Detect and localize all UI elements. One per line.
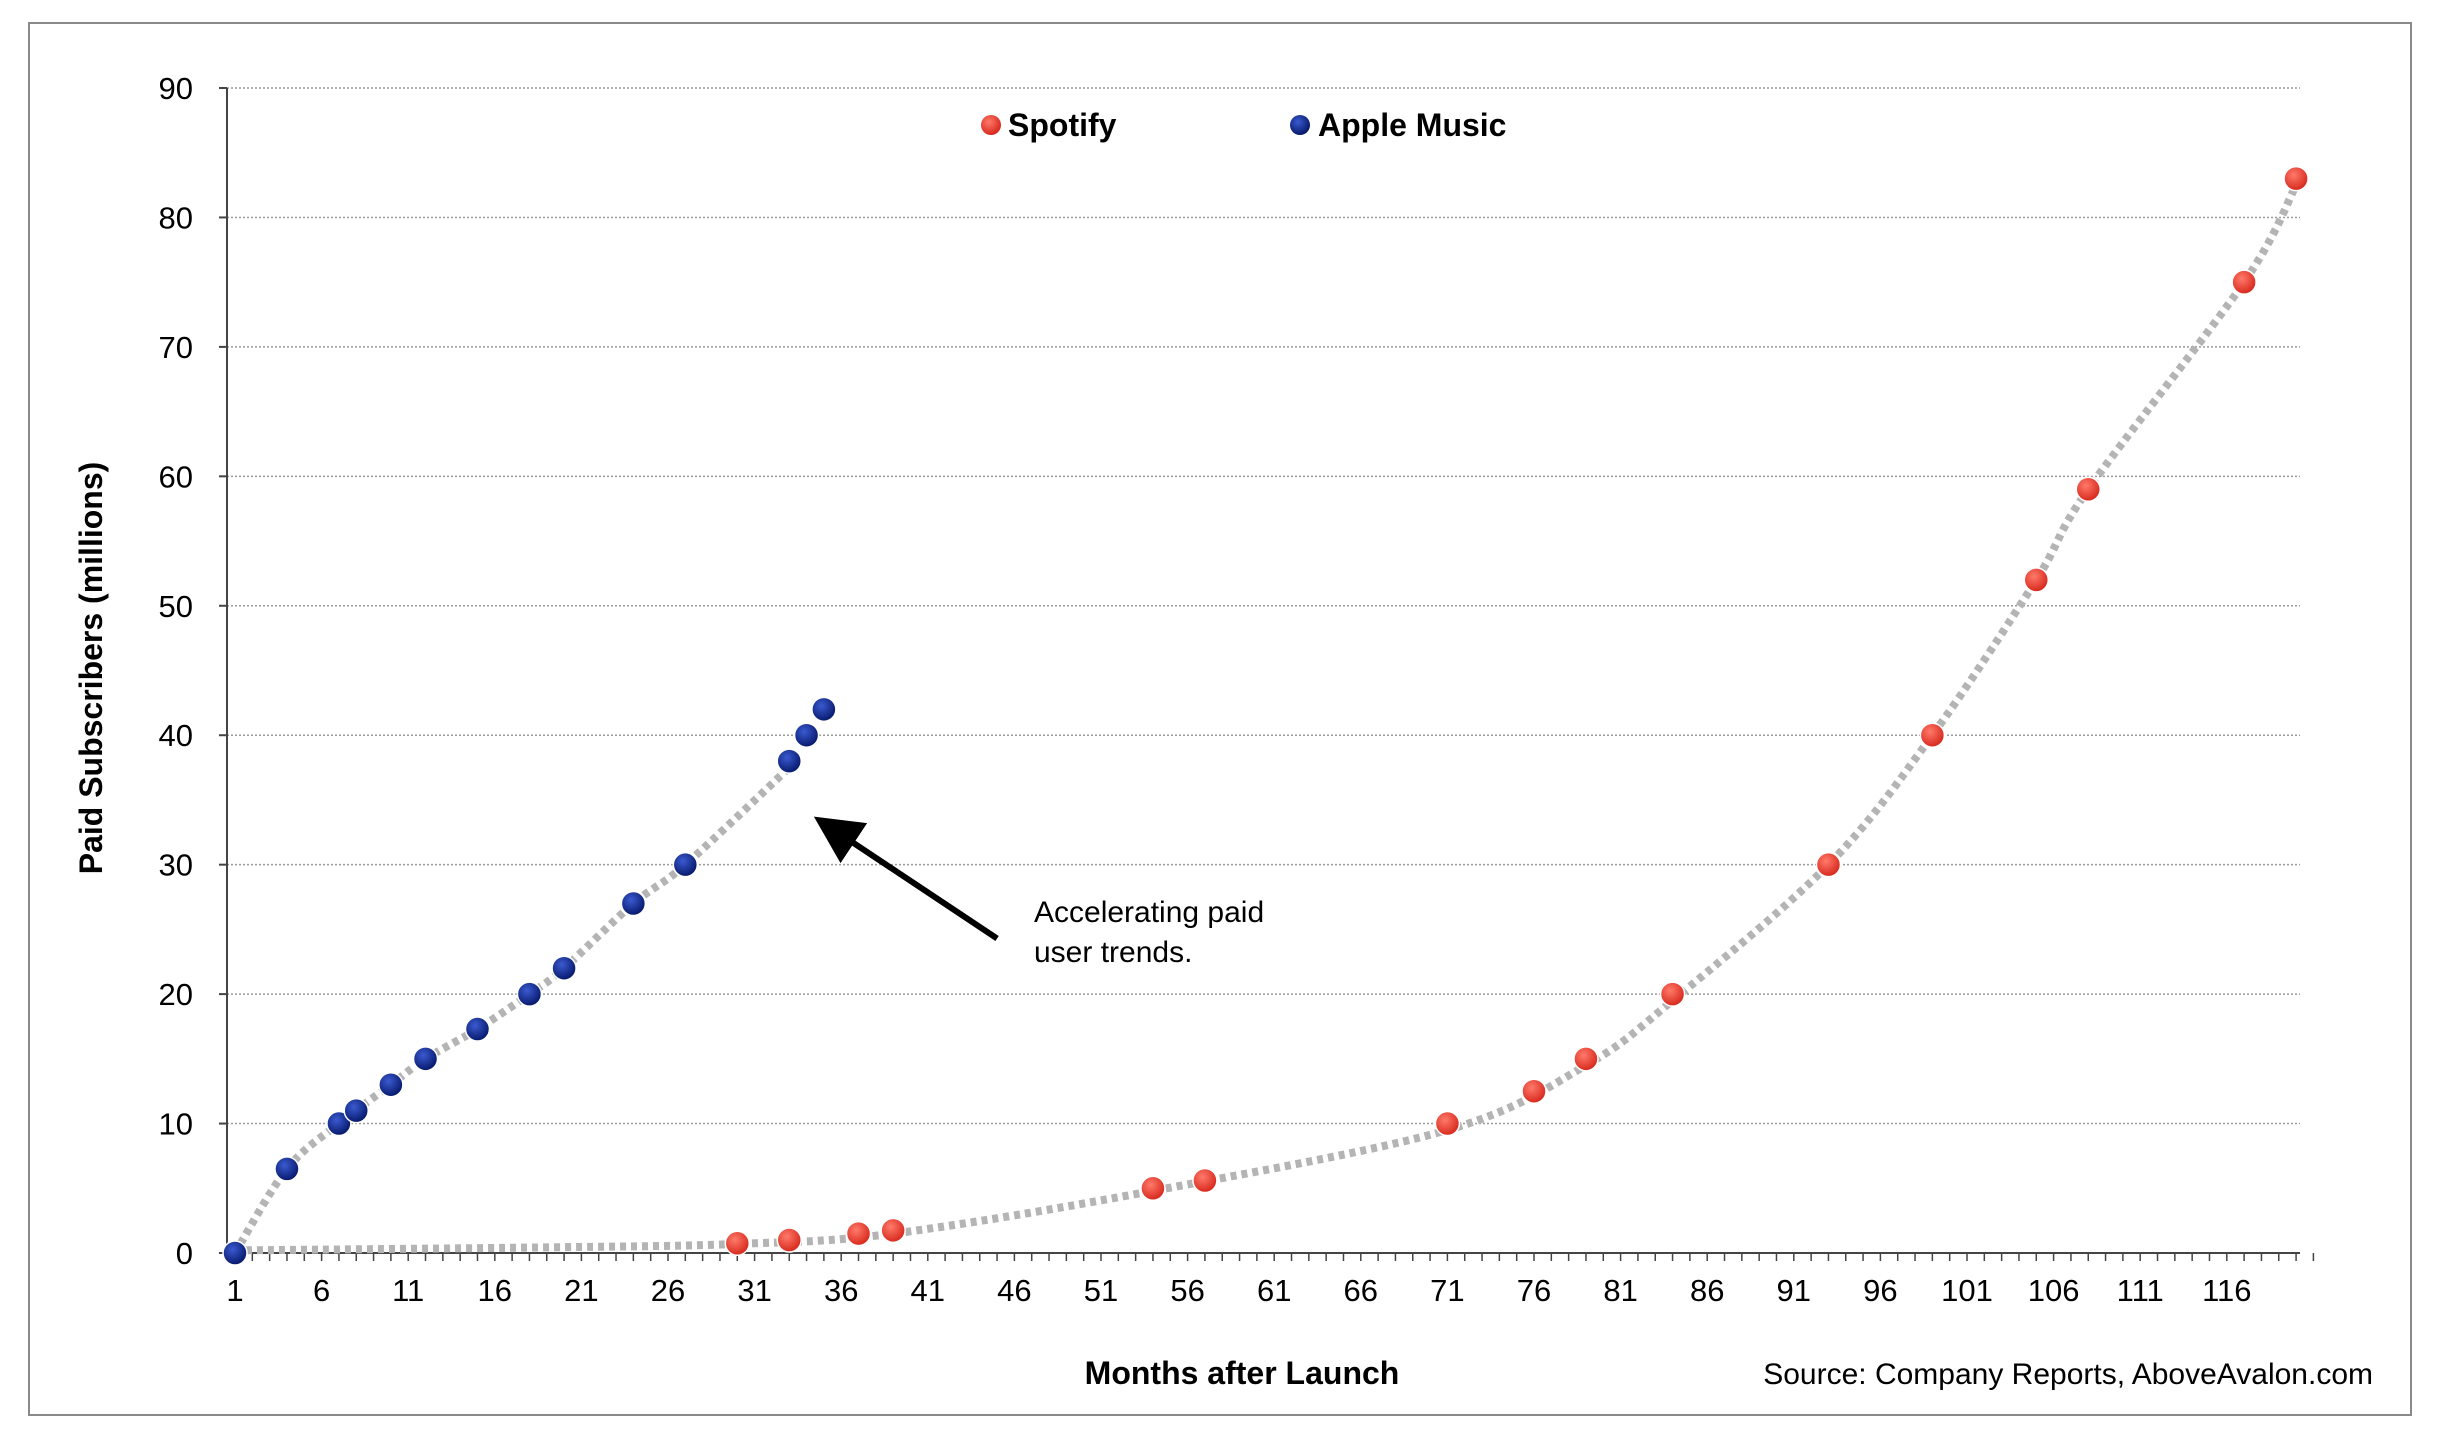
point-spotify xyxy=(1659,981,1686,1007)
x-tick-label: 31 xyxy=(737,1273,771,1308)
y-tick-label: 90 xyxy=(159,71,193,106)
legend: Spotify Apple Music xyxy=(981,107,1506,143)
point-apple-music xyxy=(412,1046,439,1072)
point-spotify xyxy=(845,1220,872,1247)
x-tick-label: 6 xyxy=(313,1273,330,1308)
x-tick-label: 86 xyxy=(1690,1273,1724,1308)
point-apple-music xyxy=(222,1240,248,1266)
x-tick-label: 21 xyxy=(564,1273,598,1308)
x-tick-label: 11 xyxy=(392,1273,424,1308)
point-spotify xyxy=(1815,851,1842,878)
y-tick-label: 10 xyxy=(159,1107,193,1142)
y-tick-label: 0 xyxy=(176,1236,193,1271)
point-spotify xyxy=(1434,1110,1461,1137)
point-spotify xyxy=(1919,722,1946,748)
y-tick-label: 60 xyxy=(159,459,193,494)
chart-frame xyxy=(28,22,2412,1416)
point-apple-music xyxy=(811,696,837,723)
x-tick-label: 91 xyxy=(1777,1273,1811,1308)
x-tick-label: 56 xyxy=(1170,1273,1204,1308)
point-spotify xyxy=(2075,476,2101,503)
x-tick-label: 1 xyxy=(226,1273,243,1308)
point-apple-music xyxy=(516,981,543,1007)
x-tick-label: 66 xyxy=(1344,1273,1378,1308)
trend-lines xyxy=(231,183,2300,1256)
x-axis-title: Months after Launch xyxy=(1085,1355,1400,1391)
point-apple-music xyxy=(620,890,647,917)
point-spotify xyxy=(2231,269,2257,295)
point-spotify xyxy=(1521,1078,1547,1104)
point-spotify xyxy=(1573,1046,1599,1072)
x-tick-label: 116 xyxy=(2202,1273,2251,1308)
x-tick-label: 51 xyxy=(1084,1273,1118,1308)
x-tick-label: 41 xyxy=(911,1273,945,1308)
point-spotify xyxy=(1192,1167,1218,1194)
y-tick-label: 80 xyxy=(159,200,193,235)
point-apple-music xyxy=(672,851,699,878)
point-apple-music xyxy=(274,1156,300,1182)
point-apple-music xyxy=(793,722,820,748)
x-tick-label: 26 xyxy=(651,1273,685,1308)
x-tick-label: 61 xyxy=(1257,1273,1291,1308)
annotation-line-2: user trends. xyxy=(1034,936,1192,969)
y-tick-label: 30 xyxy=(159,848,193,883)
legend-label-apple-music: Apple Music xyxy=(1318,107,1506,143)
point-apple-music xyxy=(326,1110,352,1137)
source-note: Source: Company Reports, AboveAvalon.com xyxy=(1763,1358,2373,1391)
point-spotify xyxy=(724,1230,751,1257)
x-tick-label: 36 xyxy=(824,1273,858,1308)
y-tick-label: 70 xyxy=(159,330,193,365)
annotation-line-1: Accelerating paid xyxy=(1034,896,1264,929)
x-tick-label: 106 xyxy=(2028,1273,2080,1308)
annotation-arrow xyxy=(813,816,999,941)
gridlines xyxy=(227,87,2300,1125)
point-spotify xyxy=(1140,1175,1166,1202)
y-axis-title: Paid Subscribers (millions) xyxy=(73,462,109,875)
x-tick-label: 71 xyxy=(1430,1273,1464,1308)
point-apple-music xyxy=(343,1097,369,1124)
x-tick-label: 101 xyxy=(1941,1273,1993,1308)
x-tick-label: 76 xyxy=(1517,1273,1551,1308)
legend-marker-apple-music xyxy=(1290,115,1310,135)
point-spotify xyxy=(880,1217,906,1244)
point-apple-music xyxy=(551,955,577,981)
y-tick-label: 50 xyxy=(159,589,193,624)
x-tick-label: 81 xyxy=(1603,1273,1637,1308)
legend-label-spotify: Spotify xyxy=(1008,107,1117,143)
annotation: Accelerating paid user trends. xyxy=(813,816,1264,969)
point-spotify xyxy=(2283,165,2309,192)
y-tick-label: 40 xyxy=(159,718,193,753)
x-tick-label: 96 xyxy=(1863,1273,1897,1308)
data-points xyxy=(222,165,2309,1266)
trendline-spotify xyxy=(234,183,2300,1255)
y-tick-label: 20 xyxy=(159,977,193,1012)
legend-marker-spotify xyxy=(981,115,1001,135)
x-tick-label: 46 xyxy=(997,1273,1031,1308)
point-apple-music xyxy=(378,1071,404,1098)
point-apple-music xyxy=(776,748,802,774)
x-tick-label: 16 xyxy=(478,1273,512,1308)
point-spotify xyxy=(776,1227,802,1253)
trendline-apple-music xyxy=(231,764,792,1256)
x-tick-label: 111 xyxy=(2117,1273,2164,1308)
point-apple-music xyxy=(464,1016,491,1042)
point-spotify xyxy=(2023,567,2050,593)
